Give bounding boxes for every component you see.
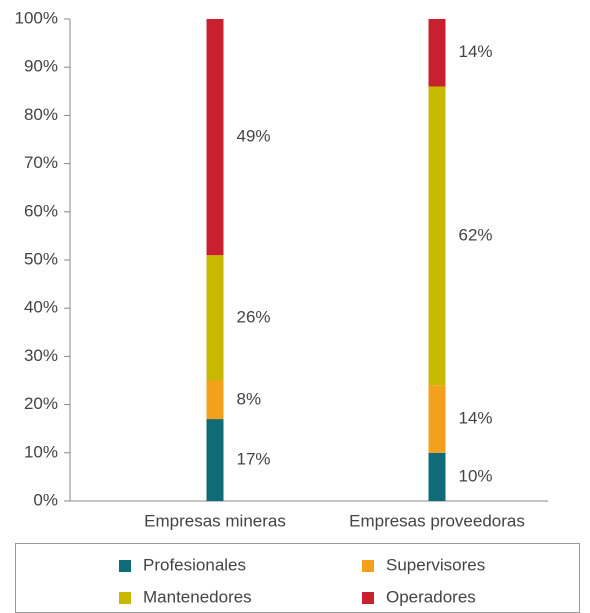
bar-segment bbox=[428, 19, 446, 87]
data-label: 62% bbox=[459, 225, 493, 244]
legend-label: Profesionales bbox=[143, 555, 246, 574]
legend-box bbox=[15, 543, 580, 613]
legend-swatch bbox=[119, 560, 131, 572]
data-label: 49% bbox=[237, 127, 271, 146]
legend-swatch bbox=[119, 592, 131, 604]
y-tick-label: 60% bbox=[24, 201, 58, 220]
data-label: 14% bbox=[459, 42, 493, 61]
bar-segment bbox=[206, 255, 224, 381]
bar-segment bbox=[428, 452, 446, 501]
bar-segment bbox=[428, 385, 446, 453]
legend-label: Supervisores bbox=[386, 555, 485, 574]
data-label: 14% bbox=[459, 409, 493, 428]
y-tick-label: 30% bbox=[24, 346, 58, 365]
data-label: 17% bbox=[237, 450, 271, 469]
bar-segment bbox=[428, 86, 446, 386]
data-label: 8% bbox=[237, 389, 262, 408]
y-tick-label: 10% bbox=[24, 442, 58, 461]
legend-label: Mantenedores bbox=[143, 587, 252, 606]
y-tick-label: 90% bbox=[24, 57, 58, 76]
y-tick-label: 100% bbox=[15, 8, 58, 27]
y-tick-label: 0% bbox=[33, 490, 58, 509]
x-tick-label: Empresas mineras bbox=[144, 511, 286, 530]
y-tick-label: 20% bbox=[24, 394, 58, 413]
y-tick-label: 80% bbox=[24, 105, 58, 124]
legend-swatch bbox=[362, 560, 374, 572]
bar-segment bbox=[206, 419, 224, 501]
y-tick-label: 50% bbox=[24, 249, 58, 268]
data-label: 26% bbox=[237, 307, 271, 326]
y-tick-label: 40% bbox=[24, 298, 58, 317]
legend-swatch bbox=[362, 592, 374, 604]
data-label: 10% bbox=[459, 466, 493, 485]
legend-label: Operadores bbox=[386, 587, 476, 606]
bar-segment bbox=[206, 19, 224, 256]
bar-segment bbox=[206, 380, 224, 420]
y-tick-label: 70% bbox=[24, 153, 58, 172]
x-tick-label: Empresas proveedoras bbox=[349, 511, 525, 530]
